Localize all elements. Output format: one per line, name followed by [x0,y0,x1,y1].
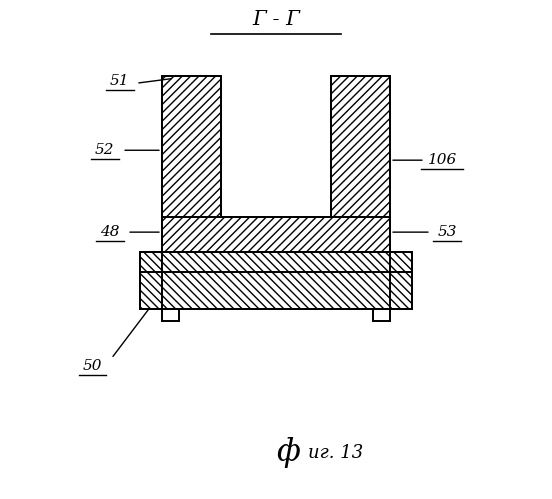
Bar [140,252,412,309]
Text: 50: 50 [83,359,102,373]
Text: 106: 106 [428,153,457,167]
Bar [162,76,221,309]
Bar [331,76,390,309]
Text: 52: 52 [95,143,115,157]
Text: 51: 51 [110,74,129,88]
Text: Г - Г: Г - Г [252,9,300,28]
Bar [162,217,390,252]
Text: иг. 13: иг. 13 [308,444,364,462]
Text: 53: 53 [437,225,457,239]
Text: ф: ф [276,438,300,469]
Text: 48: 48 [100,225,120,239]
